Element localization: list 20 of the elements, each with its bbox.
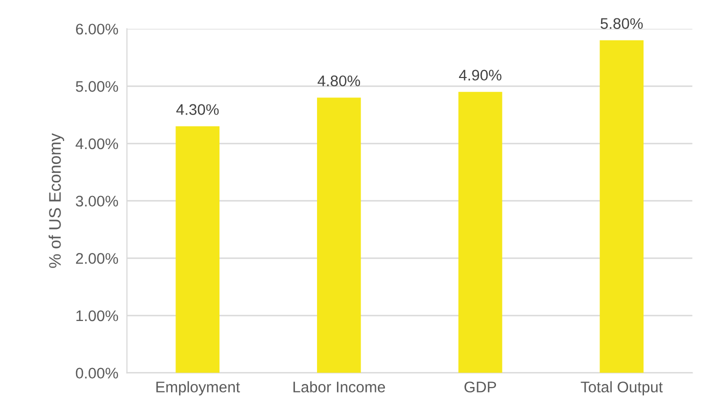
x-tick-label: Labor Income (293, 381, 385, 392)
data-label: 4.90% (458, 70, 502, 81)
data-label: 5.80% (600, 18, 643, 29)
y-tick-label: 3.00% (76, 196, 118, 207)
y-axis-title: % of US Economy (48, 133, 64, 268)
y-tick-label: 2.00% (76, 253, 118, 264)
y-tick-label: 6.00% (76, 24, 118, 35)
data-label: 4.80% (318, 75, 360, 86)
x-tick-label: GDP (464, 382, 496, 392)
y-tick-label: 5.00% (76, 81, 118, 92)
data-label: 4.30% (176, 104, 219, 115)
bar (176, 126, 220, 373)
y-tick-label: 1.00% (76, 310, 118, 322)
bar (458, 92, 502, 373)
bar (600, 40, 644, 373)
bar (317, 98, 361, 373)
x-tick-label: Total Output (580, 381, 663, 396)
y-tick-label: 4.00% (76, 138, 118, 150)
y-tick-label: 0.00% (76, 368, 118, 379)
x-tick-label: Employment (156, 381, 240, 396)
